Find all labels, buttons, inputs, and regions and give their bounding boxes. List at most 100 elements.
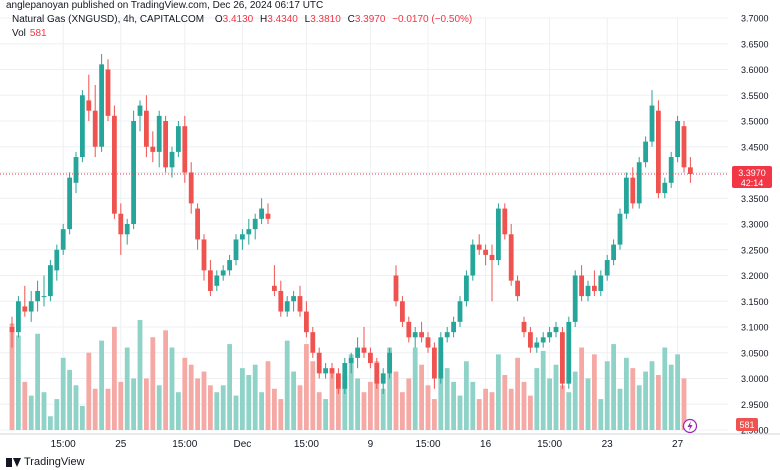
candle-body[interactable] — [118, 213, 124, 235]
candle-body[interactable] — [380, 373, 386, 384]
candle-body[interactable] — [432, 347, 437, 379]
candle-body[interactable] — [470, 244, 476, 276]
candle-body[interactable] — [400, 301, 405, 322]
candle-body[interactable] — [265, 213, 271, 219]
candle-body[interactable] — [105, 69, 111, 116]
candle-body[interactable] — [560, 332, 565, 384]
candle-body[interactable] — [585, 285, 591, 297]
candle-body[interactable] — [521, 321, 527, 333]
candle-body[interactable] — [73, 157, 79, 183]
candle-body[interactable] — [227, 260, 232, 271]
candle-body[interactable] — [131, 121, 136, 224]
candle-body[interactable] — [412, 332, 418, 338]
candle-body[interactable] — [342, 363, 348, 389]
candle-body[interactable] — [233, 239, 239, 261]
candle-body[interactable] — [566, 321, 572, 384]
candle-body[interactable] — [483, 249, 488, 255]
candle-body[interactable] — [304, 311, 309, 333]
candle-body[interactable] — [92, 110, 98, 147]
candle-body[interactable] — [617, 213, 623, 245]
candle-body[interactable] — [611, 244, 616, 261]
candle-body[interactable] — [598, 275, 604, 291]
candle-body[interactable] — [336, 373, 341, 389]
candle-body[interactable] — [515, 280, 520, 297]
candle-body[interactable] — [540, 337, 546, 343]
candle-body[interactable] — [22, 306, 28, 312]
candle-body[interactable] — [553, 327, 559, 333]
candle-body[interactable] — [668, 157, 674, 183]
volume-label[interactable]: Vol — [12, 28, 26, 39]
candle-body[interactable] — [624, 177, 629, 214]
candle-body[interactable] — [425, 337, 431, 348]
candle-body[interactable] — [214, 275, 220, 286]
candle-body[interactable] — [86, 100, 92, 111]
candle-body[interactable] — [508, 234, 514, 281]
candle-body[interactable] — [259, 208, 264, 219]
candle-body[interactable] — [310, 332, 316, 353]
footer-brand[interactable]: TradingView — [6, 456, 85, 468]
candle-body[interactable] — [604, 260, 610, 276]
candle-body[interactable] — [675, 121, 680, 158]
candle-body[interactable] — [35, 290, 40, 302]
candle-body[interactable] — [176, 126, 181, 152]
candle-body[interactable] — [476, 244, 482, 250]
candle-body[interactable] — [361, 347, 367, 353]
candle-body[interactable] — [112, 115, 117, 214]
symbol-name[interactable]: Natural Gas (XNGUSD), 4h, CAPITALCOM — [12, 14, 205, 25]
candle-body[interactable] — [182, 126, 188, 173]
candle-body[interactable] — [240, 234, 245, 240]
candle-body[interactable] — [528, 332, 533, 348]
candle-body[interactable] — [80, 95, 85, 158]
candle-body[interactable] — [48, 265, 53, 297]
candle-body[interactable] — [28, 301, 34, 312]
candle-body[interactable] — [272, 285, 277, 291]
candle-body[interactable] — [124, 224, 130, 235]
candle-body[interactable] — [592, 285, 597, 291]
candle-body[interactable] — [323, 368, 328, 374]
candle-body[interactable] — [643, 141, 648, 163]
candle-body[interactable] — [572, 275, 578, 322]
candle-body[interactable] — [348, 357, 354, 364]
candle-body[interactable] — [355, 347, 360, 358]
candle-body[interactable] — [489, 254, 495, 261]
candle-body[interactable] — [67, 177, 72, 230]
candle-body[interactable] — [291, 296, 296, 302]
candle-body[interactable] — [316, 352, 322, 374]
candle-body[interactable] — [297, 296, 303, 312]
candle-body[interactable] — [278, 290, 284, 312]
candle-body[interactable] — [457, 301, 463, 322]
candle-body[interactable] — [144, 110, 149, 147]
candle-body[interactable] — [368, 352, 373, 364]
candle-body[interactable] — [156, 115, 162, 152]
candle-body[interactable] — [630, 177, 636, 204]
candle-body[interactable] — [169, 151, 175, 168]
candle-body[interactable] — [195, 208, 200, 240]
candle-body[interactable] — [60, 229, 66, 250]
candle-body[interactable] — [649, 105, 655, 142]
candle-body[interactable] — [41, 296, 47, 298]
candle-body[interactable] — [16, 301, 21, 333]
candle-body[interactable] — [496, 208, 501, 261]
candle-body[interactable] — [502, 208, 508, 235]
candle-body[interactable] — [547, 332, 552, 338]
candle-body[interactable] — [579, 275, 584, 297]
candle-body[interactable] — [393, 275, 399, 302]
candle-body[interactable] — [444, 332, 450, 338]
candle-body[interactable] — [220, 270, 226, 276]
candle-body[interactable] — [374, 363, 380, 384]
candle-body[interactable] — [438, 337, 444, 379]
candle-body[interactable] — [188, 172, 194, 204]
candle-body[interactable] — [208, 270, 213, 291]
candle-body[interactable] — [246, 229, 252, 235]
candle-body[interactable] — [406, 321, 412, 338]
candle-body[interactable] — [54, 249, 60, 271]
candle-body[interactable] — [688, 167, 693, 175]
candle-body[interactable] — [636, 162, 642, 204]
candle-body[interactable] — [284, 301, 290, 312]
candle-body[interactable] — [451, 321, 456, 333]
candle-body[interactable] — [656, 110, 661, 194]
candle-body[interactable] — [150, 146, 156, 152]
candle-body[interactable] — [9, 327, 15, 333]
candle-body[interactable] — [329, 368, 335, 374]
